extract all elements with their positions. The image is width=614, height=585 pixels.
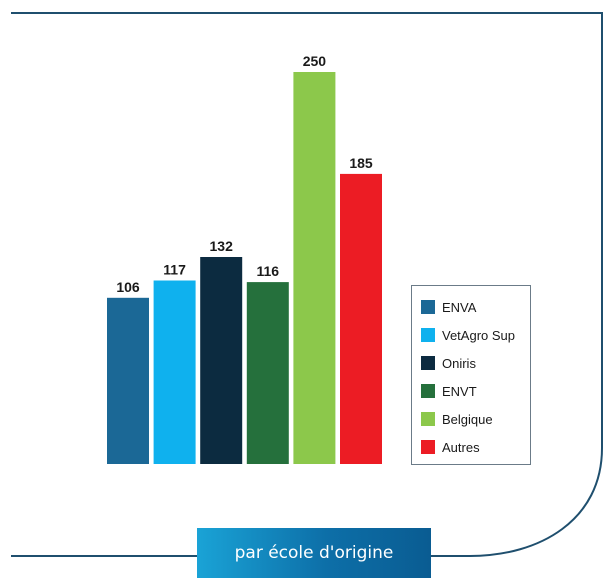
bar-value-enva: 106	[116, 279, 140, 295]
legend-label-vetagro-sup: VetAgro Sup	[442, 327, 515, 343]
legend-item-enva: ENVA	[421, 293, 530, 321]
bar-value-oniris: 132	[210, 238, 234, 254]
legend-label-envt: ENVT	[442, 383, 477, 399]
legend-item-autres: Autres	[421, 433, 530, 461]
legend-swatch-envt	[421, 384, 435, 398]
legend-item-vetagro-sup: VetAgro Sup	[421, 321, 530, 349]
legend-item-belgique: Belgique	[421, 405, 530, 433]
frame-outline	[11, 12, 603, 557]
legend-item-oniris: Oniris	[421, 349, 530, 377]
legend-swatch-belgique	[421, 412, 435, 426]
bars-group	[107, 72, 382, 464]
legend-label-enva: ENVA	[442, 299, 477, 315]
caption-text: par école d'origine	[234, 543, 394, 563]
legend-swatch-vetagro-sup	[421, 328, 435, 342]
legend-label-belgique: Belgique	[442, 411, 493, 427]
legend-item-envt: ENVT	[421, 377, 530, 405]
bar-oniris	[200, 257, 243, 464]
legend-label-autres: Autres	[442, 439, 480, 455]
bar-enva	[107, 297, 149, 464]
caption-box: par école d'origine	[197, 528, 431, 578]
legend-swatch-autres	[421, 440, 435, 454]
value-labels-group: 106 117 132 116 250 185	[116, 53, 373, 295]
bar-belgique	[293, 72, 336, 464]
legend-swatch-enva	[421, 300, 435, 314]
bar-autres	[340, 173, 382, 464]
bar-value-envt: 116	[257, 263, 280, 279]
bar-vetagro-sup	[153, 280, 196, 464]
bar-value-belgique: 250	[303, 53, 327, 69]
legend-swatch-oniris	[421, 356, 435, 370]
legend: ENVA VetAgro Sup Oniris ENVT Belgique Autres	[411, 285, 531, 465]
bar-value-vetagro-sup: 117	[163, 262, 186, 278]
legend-label-oniris: Oniris	[442, 355, 476, 371]
bar-value-autres: 185	[349, 155, 373, 171]
bar-envt	[246, 282, 289, 464]
